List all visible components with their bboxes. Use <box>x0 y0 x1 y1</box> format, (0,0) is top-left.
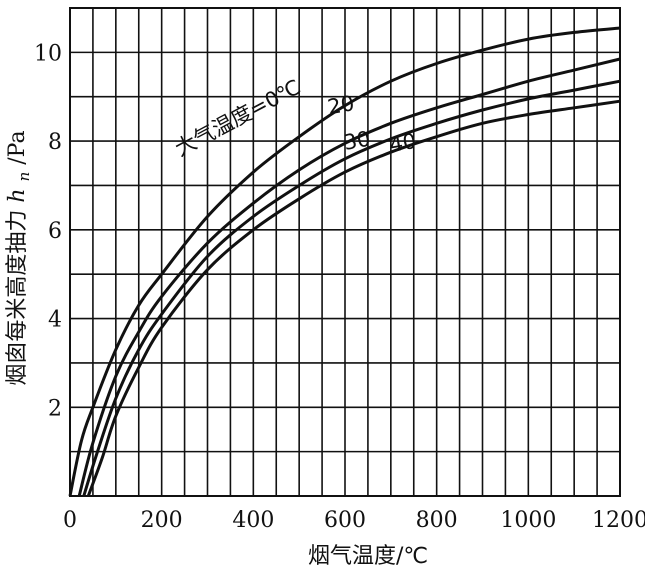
x-tick-label: 400 <box>232 508 274 533</box>
y-axis-label-main: 烟囱每米高度抽力 <box>5 210 30 386</box>
x-tick-label: 1200 <box>592 508 645 533</box>
y-tick-label: 2 <box>48 396 62 421</box>
x-tick-label: 800 <box>416 508 458 533</box>
series-label-1: 20 <box>326 91 356 119</box>
curves <box>68 26 621 497</box>
series-line-1 <box>77 57 621 497</box>
y-axis-label-var: h <box>5 188 30 202</box>
y-tick-label: 10 <box>34 41 62 66</box>
series-line-2 <box>82 79 621 497</box>
x-tick-label: 1000 <box>500 508 556 533</box>
series-line-3 <box>86 99 621 497</box>
y-tick-label: 6 <box>48 219 62 244</box>
x-axis-label: 烟气温度/℃ <box>308 544 428 569</box>
y-tick-label: 8 <box>48 130 62 155</box>
series-label-3: 40 <box>388 129 418 157</box>
x-tick-labels: 0 200 400 600 800 1000 1200 <box>63 508 645 533</box>
y-axis-label-unit: /Pa <box>5 130 30 164</box>
series-line-0 <box>68 26 621 497</box>
series-label-2: 30 <box>342 127 372 155</box>
y-tick-labels: 2 4 6 8 10 <box>34 41 62 421</box>
x-tick-label: 600 <box>324 508 366 533</box>
y-axis-label: 烟囱每米高度抽力 h n /Pa <box>5 130 35 385</box>
y-tick-label: 4 <box>48 308 62 333</box>
x-tick-label: 200 <box>141 508 183 533</box>
x-tick-label: 0 <box>63 508 77 533</box>
y-axis-label-sub: n <box>15 172 33 182</box>
grid <box>70 8 620 496</box>
plot-frame <box>69 7 621 497</box>
